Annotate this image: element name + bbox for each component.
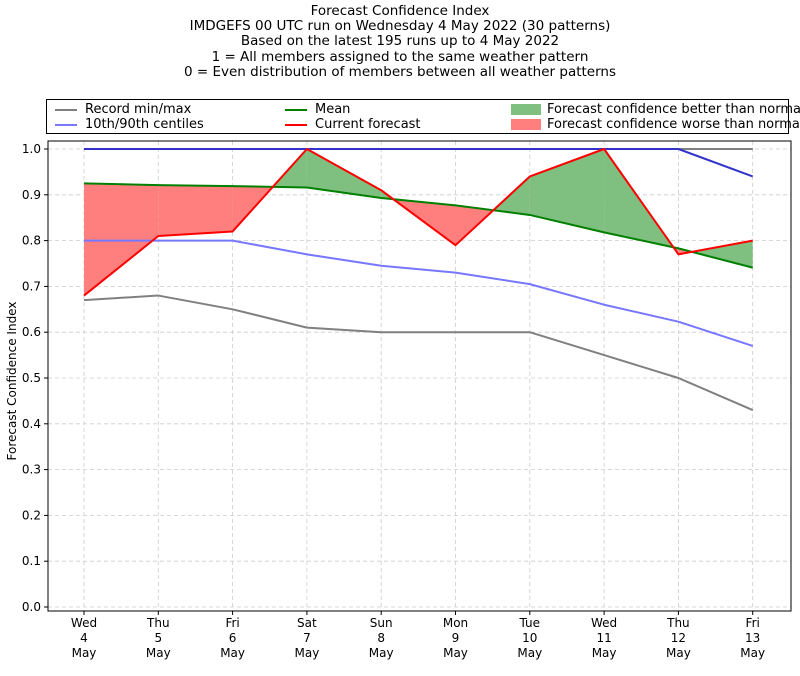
centile-10-line [84,239,754,347]
legend-label-current: Current forecast [315,117,421,132]
series-lines [83,148,754,411]
x-tick-label: 13 [745,631,760,645]
x-tick-label: May [666,646,691,660]
chart-subtitle-run: IMDGEFS 00 UTC run on Wednesday 4 May 20… [189,18,611,35]
x-tick-label: Fri [746,616,760,630]
y-tick-label: 0.7 [22,279,41,293]
x-tick-label: Thu [666,616,690,630]
x-tick-label: 7 [303,631,311,645]
x-tick-label: May [369,646,394,660]
x-tick-label: Sat [297,616,317,630]
legend-swatch-worse [511,119,541,130]
x-tick-label: 5 [154,631,162,645]
legend-item-centiles: 10th/90th centiles [55,117,204,132]
x-tick-label: Sun [370,616,393,630]
x-tick-label: 8 [377,631,385,645]
y-tick-label: 0.4 [22,417,41,431]
legend-item-worse: Forecast confidence worse than normal [511,117,800,132]
y-tick-label: 0.0 [22,600,41,614]
y-tick-label: 1.0 [22,142,41,156]
worse-than-normal-fill [158,185,233,237]
x-tick-label: Fri [225,616,239,630]
legend-item-current: Current forecast [285,117,421,132]
legend-swatch-better [511,104,541,115]
legend-swatch-centiles [55,123,77,126]
legend-item-better: Forecast confidence better than normal [511,102,800,117]
x-tick-label: May [443,646,468,660]
legend-label-worse: Forecast confidence worse than normal [547,117,800,132]
better-than-normal-fill [691,240,753,268]
worse-than-normal-fill [84,183,159,296]
legend-label-mean: Mean [315,102,351,117]
legend: Record min/max 10th/90th centiles Mean C… [46,99,800,134]
axis-ticks: 0.00.10.20.30.40.50.60.70.80.91.0Wed4May… [22,142,765,660]
legend-label-better: Forecast confidence better than normal [547,102,800,117]
x-tick-label: 4 [80,631,88,645]
x-tick-label: 11 [596,631,611,645]
legend-item-record: Record min/max [55,102,191,117]
y-tick-label: 0.9 [22,188,41,202]
mean-line [83,182,753,269]
legend-swatch-record [55,108,77,111]
chart-subtitle-scale-max: 1 = All members assigned to the same wea… [211,48,589,65]
chart-subtitle-basis: Based on the latest 195 runs up to 4 May… [240,33,560,50]
legend-swatch-current [285,123,307,126]
plot-frame [47,140,792,612]
legend-label-centiles: 10th/90th centiles [85,117,204,132]
x-tick-label: May [220,646,245,660]
x-tick-label: May [592,646,617,660]
y-tick-label: 0.6 [22,325,41,339]
chart-title-block: Forecast Confidence Index IMDGEFS 00 UTC… [0,3,800,80]
x-tick-label: Wed [591,616,617,630]
x-tick-label: 6 [229,631,237,645]
x-tick-label: 12 [671,631,686,645]
y-tick-label: 0.8 [22,234,41,248]
legend-swatch-mean [285,108,307,111]
x-tick-label: 9 [452,631,460,645]
confidence-fills [84,149,753,296]
chart-title: Forecast Confidence Index [310,3,490,19]
x-tick-label: May [517,646,542,660]
legend-label-record: Record min/max [85,102,192,117]
legend-item-mean: Mean [285,102,350,117]
x-tick-label: May [294,646,319,660]
x-tick-label: May [146,646,171,660]
better-than-normal-fill [306,149,382,199]
x-tick-label: 10 [522,631,537,645]
x-tick-label: May [72,646,97,660]
record-min-line [83,294,754,411]
current-forecast-line [83,148,753,297]
x-tick-label: Mon [443,616,468,630]
y-axis-label: Forecast Confidence Index [5,302,19,461]
y-tick-label: 0.5 [22,371,41,385]
better-than-normal-fill [529,149,605,233]
y-tick-label: 0.3 [22,463,41,477]
centile-90-line [84,148,754,178]
y-tick-label: 0.2 [22,508,41,522]
x-tick-label: Wed [71,616,97,630]
chart-subtitle-scale-min: 0 = Even distribution of members between… [183,63,617,80]
x-tick-label: Tue [519,616,541,630]
y-tick-label: 0.1 [22,554,41,568]
x-tick-label: May [740,646,765,660]
x-tick-label: Thu [146,616,170,630]
